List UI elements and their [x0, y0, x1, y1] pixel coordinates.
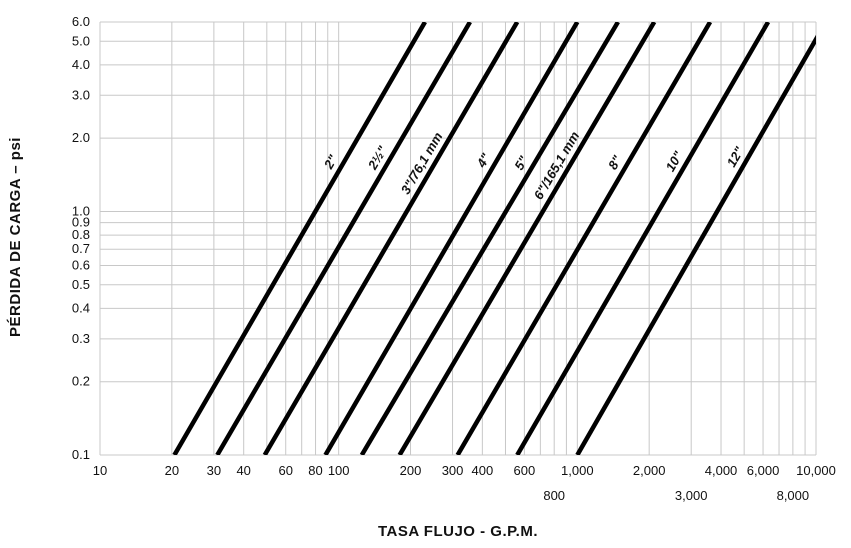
series-line	[455, 22, 713, 455]
series-line	[397, 22, 657, 455]
y-tick-label: 0.2	[72, 374, 90, 389]
y-tick-labels: 0.1 0.2 0.3 0.4 0.5 0.6 0.70.80.91.0 2.0 3.0 4.0 5…	[72, 14, 90, 462]
y-tick-label: 2.0	[72, 130, 90, 145]
x-tick-label: 2,000	[633, 463, 666, 478]
x-tick-label: 1,000	[561, 463, 594, 478]
series-lines	[172, 22, 816, 455]
y-tick-label: 4.0	[72, 57, 90, 72]
series-line	[172, 22, 427, 455]
y-tick-label: 0.5	[72, 277, 90, 292]
series-line	[262, 22, 520, 455]
x-tick-label: 200	[400, 463, 422, 478]
y-tick-label: 1.0	[72, 203, 90, 218]
series-line	[215, 22, 472, 455]
x-tick-label: 60	[278, 463, 292, 478]
y-tick-label: 0.6	[72, 258, 90, 273]
y-tick-label: 0.7	[72, 241, 90, 256]
x-tick-labels: 10 20 30 40 60 80 100 200 300 400 600 800 1,000 2,000…	[93, 463, 836, 503]
y-tick-label: 0.1	[72, 447, 90, 462]
x-tick-label: 600	[514, 463, 536, 478]
x-tick-label: 100	[328, 463, 350, 478]
x-tick-label: 40	[236, 463, 250, 478]
y-axis-title: PÉRDIDA DE CARGA – psi	[7, 137, 24, 337]
y-tick-label: 0.9	[72, 215, 90, 230]
y-tick-label: 0.3	[72, 331, 90, 346]
series-line	[515, 22, 771, 455]
x-tick-label: 800	[543, 488, 565, 503]
x-tick-label: 3,000	[675, 488, 708, 503]
x-tick-label: 8,000	[777, 488, 810, 503]
y-tick-label: 3.0	[72, 87, 90, 102]
grid	[99, 21, 817, 456]
y-tick-label: 0.4	[72, 300, 90, 315]
series-line	[359, 22, 620, 455]
y-tick-label: 6.0	[72, 14, 90, 29]
x-axis-title: TASA FLUJO - G.P.M.	[378, 523, 538, 540]
y-tick-label: 5.0	[72, 33, 90, 48]
series-line	[323, 22, 580, 455]
x-tick-label: 300	[442, 463, 464, 478]
x-tick-label: 10,000	[796, 463, 836, 478]
x-tick-label: 30	[207, 463, 221, 478]
x-tick-label: 10	[93, 463, 107, 478]
x-tick-label: 400	[472, 463, 494, 478]
x-tick-label: 6,000	[747, 463, 780, 478]
y-tick-label: 0.8	[72, 227, 90, 242]
x-tick-label: 80	[308, 463, 322, 478]
series-line	[575, 34, 816, 455]
x-tick-label: 4,000	[705, 463, 738, 478]
x-tick-label: 20	[165, 463, 179, 478]
